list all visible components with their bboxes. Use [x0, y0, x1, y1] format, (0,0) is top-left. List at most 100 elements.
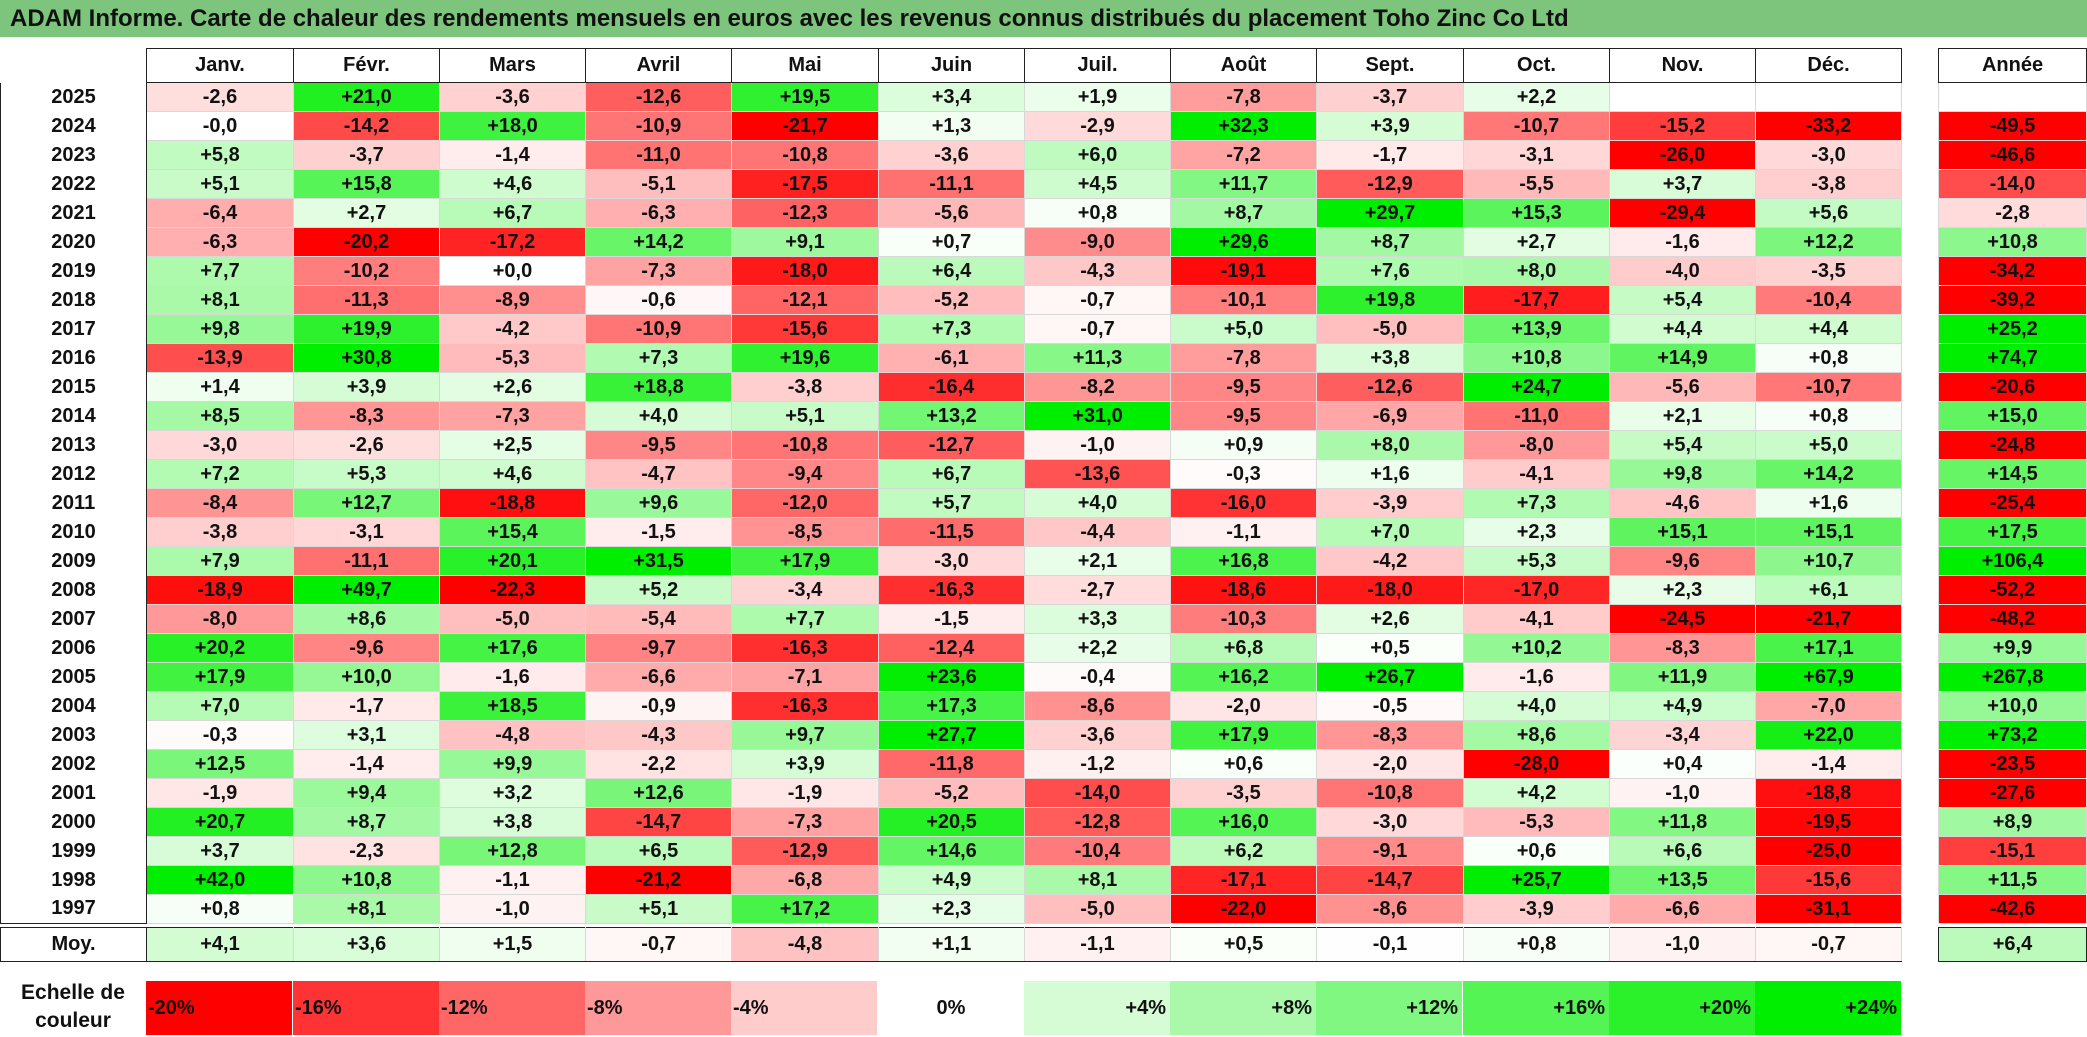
- heatmap-cell: +20,1: [439, 546, 586, 576]
- annual-cell: -25,4: [1938, 488, 2087, 518]
- heatmap-cell: -6,6: [585, 662, 732, 692]
- heatmap-cell: -7,3: [731, 807, 879, 837]
- heatmap-cell: -5,3: [1463, 807, 1610, 837]
- annual-cell: +15,0: [1938, 401, 2087, 431]
- heatmap-cell: +14,2: [585, 227, 732, 257]
- heatmap-cell: +32,3: [1170, 111, 1317, 141]
- color-scale-step: +24%: [1755, 981, 1901, 1035]
- year-label: 2023: [0, 140, 147, 170]
- color-scale-step: -12%: [439, 981, 585, 1035]
- color-scale-step: -16%: [293, 981, 439, 1035]
- heatmap-cell: -9,5: [1170, 372, 1317, 402]
- heatmap-cell: +17,9: [146, 662, 294, 692]
- annual-cell: +10,8: [1938, 227, 2087, 257]
- heatmap-cell: -12,0: [731, 488, 879, 518]
- color-scale-step: -20%: [146, 981, 292, 1035]
- heatmap-cell: +6,5: [585, 836, 732, 866]
- heatmap-cell: +9,1: [731, 227, 879, 257]
- annual-row: -49,5: [1938, 111, 2087, 141]
- heatmap-cell: +4,9: [878, 865, 1025, 895]
- month-header: Mai: [731, 48, 879, 83]
- heatmap-cell: -16,3: [731, 633, 879, 663]
- color-scale-step: +20%: [1609, 981, 1755, 1035]
- year-label: 2006: [0, 633, 147, 663]
- heatmap-cell: +10,7: [1755, 546, 1902, 576]
- heatmap-cell: +11,3: [1024, 343, 1171, 373]
- heatmap-cell: -9,6: [1609, 546, 1756, 576]
- annual-row: +106,4: [1938, 546, 2087, 576]
- heatmap-cell: -4,3: [585, 720, 732, 750]
- heatmap-cell: +20,2: [146, 633, 294, 663]
- heatmap-cell: -1,5: [585, 517, 732, 547]
- heatmap-cell: +4,2: [1463, 778, 1610, 808]
- heatmap-cell: -1,9: [146, 778, 294, 808]
- year-label: 2003: [0, 720, 147, 750]
- heatmap-cell: +0,0: [439, 256, 586, 286]
- heatmap-cell: -10,9: [585, 314, 732, 344]
- table-row: 2006 +20,2 -9,6 +17,6 -9,7 -16,3 -12,4 +2,2 +6,8…: [0, 633, 1902, 663]
- heatmap-cell: -12,6: [1316, 372, 1464, 402]
- table-row: 2007 -8,0 +8,6 -5,0 -5,4 +7,7 -1,5 +3,3 -10,3 +2,…: [0, 604, 1902, 634]
- heatmap-cell: -1,0: [439, 894, 586, 924]
- heatmap-cell: +7,7: [731, 604, 879, 634]
- heatmap-cell: -18,0: [1316, 575, 1464, 605]
- heatmap-cell: +3,2: [439, 778, 586, 808]
- heatmap-cell: -5,1: [585, 169, 732, 199]
- average-row: Moy. +4,1 +3,6 +1,5 -0,7 -4,8 +1,1 -1,1 +0,5 -0,1…: [0, 927, 1902, 962]
- heatmap-cell: -6,6: [1609, 894, 1756, 924]
- table-row: 2005 +17,9 +10,0 -1,6 -6,6 -7,1 +23,6 -0,4 +16,2…: [0, 662, 1902, 692]
- heatmap-cell: +16,2: [1170, 662, 1317, 692]
- annual-row: -20,6: [1938, 372, 2087, 402]
- year-label: 2008: [0, 575, 147, 605]
- annual-cell: +267,8: [1938, 662, 2087, 692]
- heatmap-cell: +13,9: [1463, 314, 1610, 344]
- heatmap-cell: +5,1: [731, 401, 879, 431]
- heatmap-cell: -7,2: [1170, 140, 1317, 170]
- month-header: Oct.: [1463, 48, 1610, 83]
- heatmap-cell: -3,7: [1316, 82, 1464, 112]
- average-cell: +1,5: [439, 927, 586, 962]
- heatmap-cell: +4,4: [1755, 314, 1902, 344]
- annual-cell: -14,0: [1938, 169, 2087, 199]
- heatmap-cell: +0,6: [1170, 749, 1317, 779]
- table-row: 2019 +7,7 -10,2 +0,0 -7,3 -18,0 +6,4 -4,3 -19,1 +…: [0, 256, 1902, 286]
- heatmap-cell: -15,6: [731, 314, 879, 344]
- heatmap-cell: -5,4: [585, 604, 732, 634]
- heatmap-cell: +4,6: [439, 459, 586, 489]
- annual-row: +267,8: [1938, 662, 2087, 692]
- heatmap-cell: -3,8: [731, 372, 879, 402]
- heatmap-cell: +2,3: [1463, 517, 1610, 547]
- heatmap-cell: -11,1: [878, 169, 1025, 199]
- heatmap-cell: -2,6: [146, 82, 294, 112]
- annual-cell: -23,5: [1938, 749, 2087, 779]
- month-header: Juil.: [1024, 48, 1171, 83]
- table-row: 1998 +42,0 +10,8 -1,1 -21,2 -6,8 +4,9 +8,1 -17,1…: [0, 865, 1902, 895]
- annual-average-cell: +6,4: [1938, 927, 2087, 962]
- heatmap-cell: +18,5: [439, 691, 586, 721]
- annual-row: -24,8: [1938, 430, 2087, 460]
- heatmap-cell: +3,9: [1316, 111, 1464, 141]
- heatmap-cell: +5,2: [585, 575, 732, 605]
- heatmap-cell: -2,3: [293, 836, 440, 866]
- annual-header: Année: [1938, 48, 2087, 83]
- heatmap-cell: -2,0: [1316, 749, 1464, 779]
- year-label: 2018: [0, 285, 147, 315]
- heatmap-cell: +2,1: [1609, 401, 1756, 431]
- heatmap-cell: -4,6: [1609, 488, 1756, 518]
- month-header-row: Janv. Févr. Mars Avril Mai Juin Juil. Août Sept.…: [1, 48, 1902, 83]
- heatmap-cell: +8,1: [1024, 865, 1171, 895]
- heatmap-cell: +4,0: [1024, 488, 1171, 518]
- table-row: 2024 -0,0 -14,2 +18,0 -10,9 -21,7 +1,3 -2,9 +32,…: [0, 111, 1902, 141]
- heatmap-cell: +3,9: [731, 749, 879, 779]
- color-scale-step: -4%: [731, 981, 877, 1035]
- heatmap-cell: [1755, 82, 1902, 112]
- annual-average-row: +6,4: [1938, 927, 2087, 962]
- heatmap-cell: -28,0: [1463, 749, 1610, 779]
- heatmap-cell: -5,0: [439, 604, 586, 634]
- heatmap-cell: -33,2: [1755, 111, 1902, 141]
- annual-row: +14,5: [1938, 459, 2087, 489]
- heatmap-cell: +0,9: [1170, 430, 1317, 460]
- heatmap-cell: +21,0: [293, 82, 440, 112]
- heatmap-cell: -8,0: [146, 604, 294, 634]
- heatmap-cell: -7,3: [439, 401, 586, 431]
